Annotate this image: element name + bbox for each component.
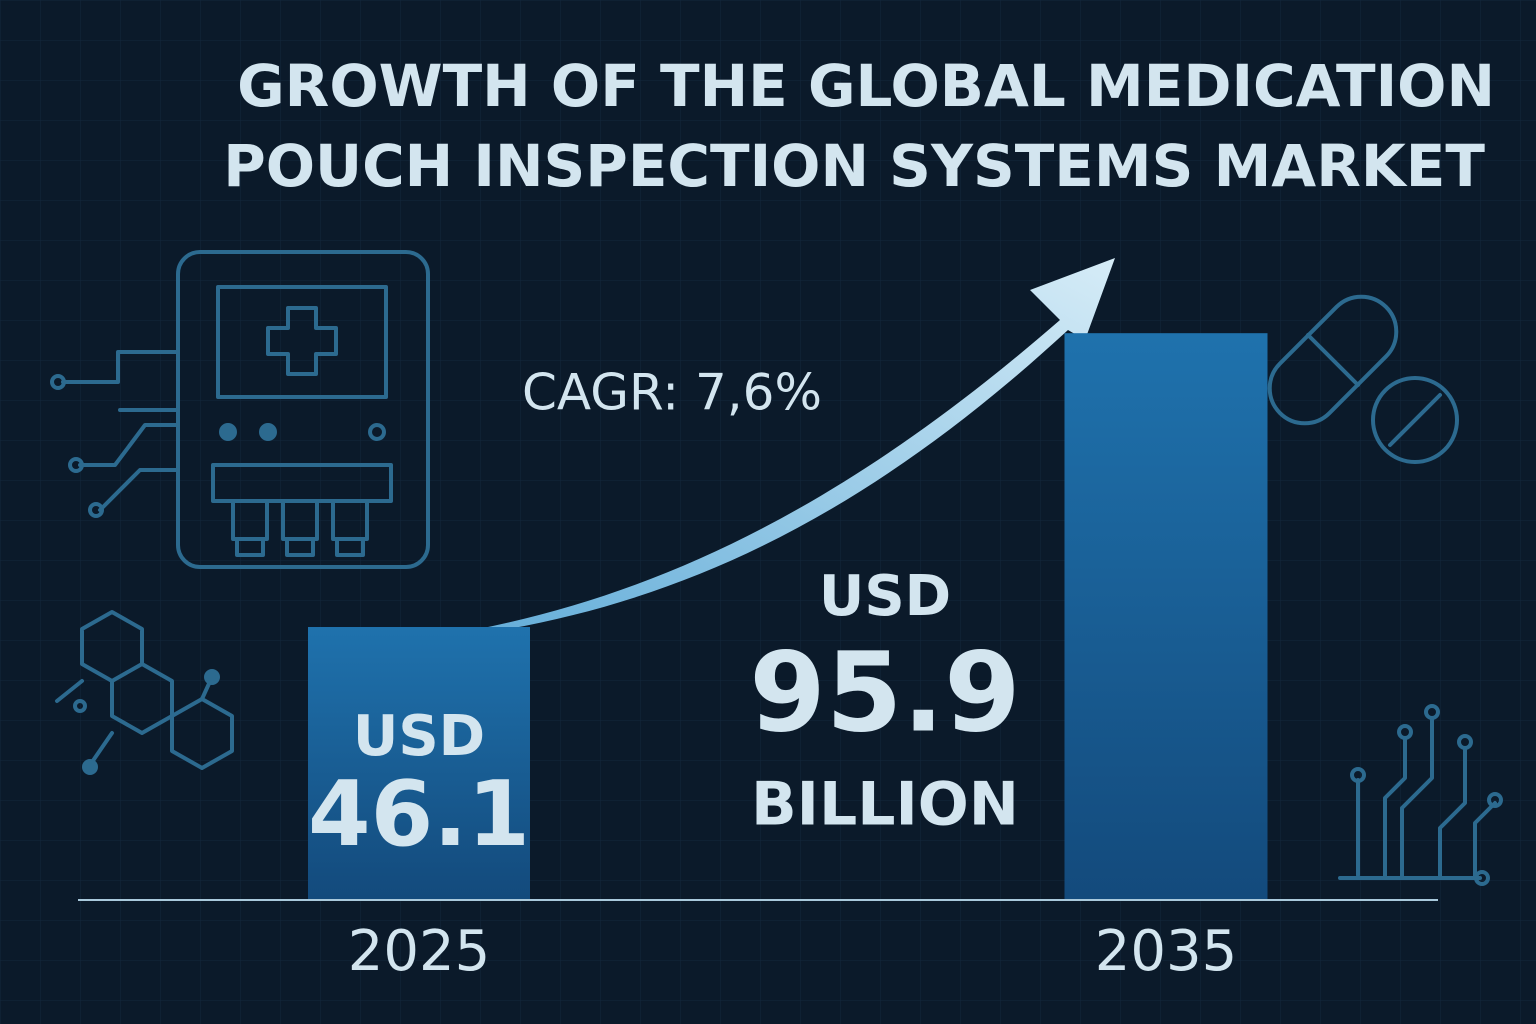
value-suffix: BILLION	[751, 770, 1019, 840]
bar	[308, 627, 530, 899]
value-prefix: USD	[819, 564, 951, 629]
device-icon	[50, 250, 430, 569]
x-tick-label: 2035	[1095, 919, 1238, 984]
value-label: 95.9	[749, 628, 1020, 756]
x-tick-label: 2025	[348, 919, 491, 984]
bar	[1064, 333, 1268, 899]
molecule-icon	[55, 610, 234, 775]
growth-arrow	[370, 258, 1115, 645]
chart-title: GROWTH OF THE GLOBAL MEDICATION	[237, 52, 1495, 120]
circuit-icon	[1338, 704, 1503, 886]
value-prefix: USD	[353, 704, 485, 769]
value-label: 46.1	[308, 762, 530, 867]
chart-title: POUCH INSPECTION SYSTEMS MARKET	[223, 132, 1485, 200]
pill-icon	[1267, 294, 1459, 464]
cagr-annotation: CAGR: 7,6%	[522, 364, 822, 422]
